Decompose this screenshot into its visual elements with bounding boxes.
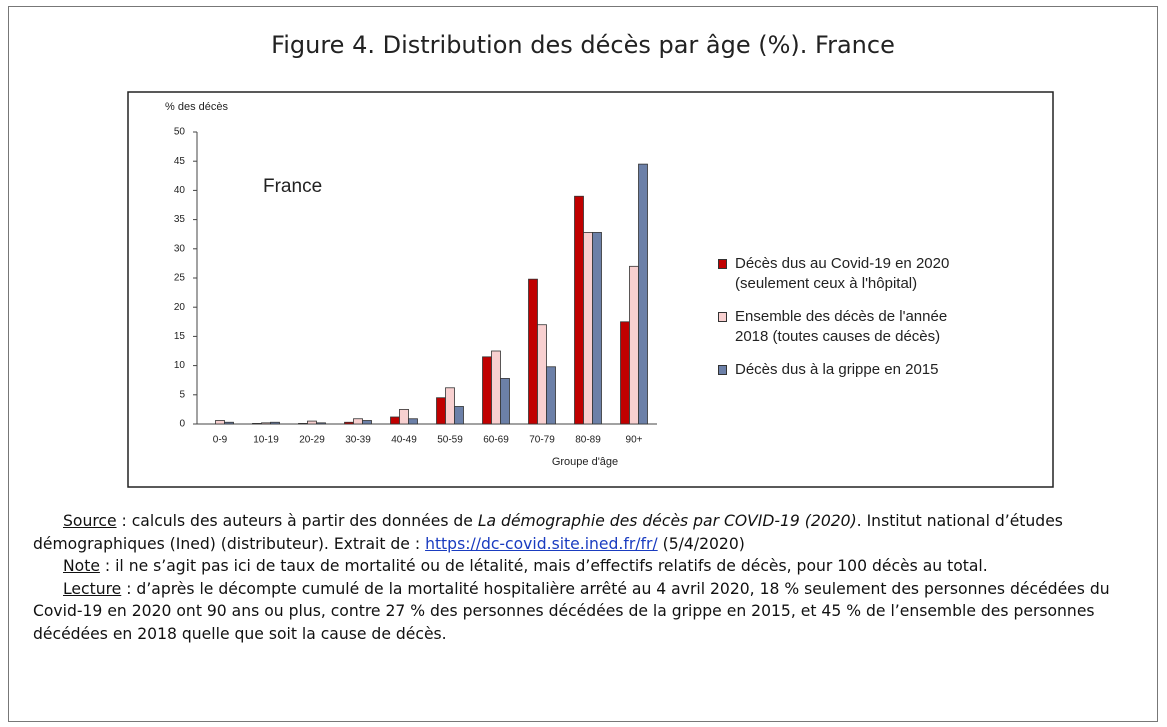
bar bbox=[362, 420, 372, 425]
x-tick-label: 60-69 bbox=[483, 435, 509, 446]
reading-paragraph: Lecture : d’après le décompte cumulé de … bbox=[33, 578, 1153, 646]
y-tick-label: 20 bbox=[174, 302, 186, 313]
bar bbox=[500, 378, 510, 425]
bar bbox=[353, 418, 363, 425]
y-tick-label: 10 bbox=[174, 360, 186, 371]
bar bbox=[344, 421, 354, 425]
bar bbox=[224, 421, 234, 425]
x-tick-label: 0-9 bbox=[213, 435, 228, 446]
y-axis-label: % des décès bbox=[165, 101, 228, 113]
bar bbox=[454, 406, 464, 425]
y-tick-label: 35 bbox=[174, 214, 186, 225]
x-tick-label: 70-79 bbox=[529, 435, 555, 446]
y-tick-label: 0 bbox=[179, 419, 185, 430]
bar bbox=[390, 416, 400, 425]
chart-box bbox=[127, 91, 1054, 488]
legend-swatch bbox=[718, 312, 727, 322]
bar bbox=[629, 265, 639, 425]
x-tick-label: 50-59 bbox=[437, 435, 463, 446]
chart: Figure 4. Distribution des décès par âge… bbox=[127, 31, 1054, 488]
source-paragraph: Source : calculs des auteurs à partir de… bbox=[33, 510, 1153, 555]
legend-item: Décès dus à la grippe en 2015 bbox=[718, 360, 968, 380]
legend-swatch bbox=[718, 365, 727, 375]
text: : d’après le décompte cumulé de la morta… bbox=[33, 579, 1110, 643]
bar bbox=[574, 195, 584, 425]
text: : il ne s’agit pas ici de taux de mortal… bbox=[99, 557, 988, 575]
label: Note bbox=[63, 557, 100, 575]
y-tick-label: 15 bbox=[174, 331, 186, 342]
notes: Source : calculs des auteurs à partir de… bbox=[33, 510, 1153, 645]
y-tick-label: 30 bbox=[174, 243, 186, 254]
chart-title: Figure 4. Distribution des décès par âge… bbox=[271, 31, 895, 59]
x-tick-label: 20-29 bbox=[299, 435, 325, 446]
legend-item: Ensemble des décès de l'année 2018 (tout… bbox=[718, 307, 968, 347]
bar bbox=[298, 423, 308, 425]
x-tick-label: 80-89 bbox=[575, 435, 601, 446]
text: La démographie des décès par COVID-19 (2… bbox=[477, 512, 857, 530]
bar bbox=[592, 232, 602, 425]
y-tick-label: 50 bbox=[174, 127, 186, 138]
legend-item: Décès dus au Covid-19 en 2020 (seulement… bbox=[718, 254, 968, 294]
bar bbox=[316, 422, 326, 425]
y-tick-label: 40 bbox=[174, 185, 186, 196]
text: : calculs des auteurs à partir des donné… bbox=[116, 512, 478, 530]
bar bbox=[445, 387, 455, 425]
bar bbox=[528, 278, 538, 425]
bar bbox=[270, 421, 280, 425]
label: Source bbox=[63, 512, 117, 530]
bar bbox=[408, 418, 418, 425]
y-tick-label: 5 bbox=[179, 389, 185, 400]
text: (5/4/2020) bbox=[657, 534, 745, 553]
y-tick-label: 25 bbox=[174, 273, 186, 284]
bar bbox=[215, 420, 225, 425]
x-tick-label: 10-19 bbox=[253, 435, 279, 446]
text: . Institut national d’études démographiq… bbox=[33, 512, 1063, 553]
y-tick-label: 45 bbox=[174, 156, 186, 167]
x-tick-label: 40-49 bbox=[391, 435, 417, 446]
x-tick-label: 30-39 bbox=[345, 435, 371, 446]
bar bbox=[620, 321, 630, 425]
legend-label: Ensemble des décès de l'année 2018 (tout… bbox=[735, 308, 948, 345]
legend: Décès dus au Covid-19 en 2020 (seulement… bbox=[718, 254, 968, 393]
link[interactable]: https://dc-covid.site.ined.fr/fr/ bbox=[425, 534, 658, 553]
legend-label: Décès dus à la grippe en 2015 bbox=[735, 361, 939, 378]
bar bbox=[252, 423, 262, 425]
frame bbox=[8, 6, 1158, 722]
bar bbox=[482, 356, 492, 425]
legend-swatch bbox=[718, 259, 727, 269]
bar bbox=[261, 422, 271, 425]
bar bbox=[638, 163, 648, 425]
bar bbox=[583, 232, 593, 425]
label: Lecture bbox=[63, 579, 122, 598]
bar bbox=[307, 420, 317, 425]
note-paragraph: Note : il ne s’agit pas ici de taux de m… bbox=[33, 555, 1153, 578]
legend-label: Décès dus au Covid-19 en 2020 (seulement… bbox=[735, 255, 950, 292]
bar bbox=[537, 324, 547, 425]
bar bbox=[546, 366, 556, 425]
bar bbox=[399, 408, 409, 425]
x-tick-label: 90+ bbox=[626, 435, 643, 446]
annotation: France bbox=[263, 176, 322, 197]
x-axis-label: Groupe d'âge bbox=[552, 456, 618, 468]
bar bbox=[436, 397, 446, 425]
bar bbox=[491, 350, 501, 425]
